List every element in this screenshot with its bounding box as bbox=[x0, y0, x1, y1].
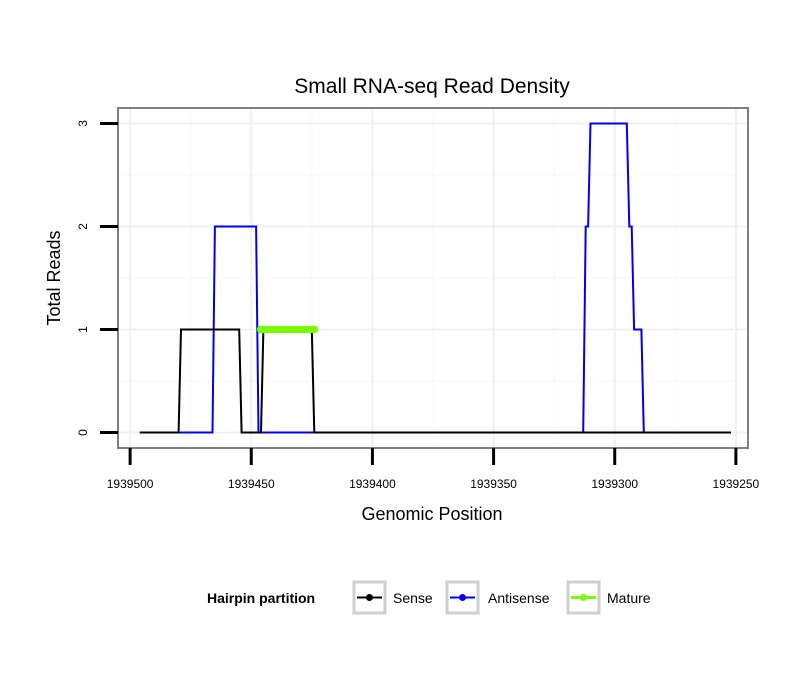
series-layer bbox=[139, 122, 731, 434]
x-axis-title: Genomic Position bbox=[361, 504, 502, 524]
series-mature-point bbox=[310, 325, 319, 334]
x-tick-label: 1939500 bbox=[107, 477, 154, 491]
y-axis-title: Total Reads bbox=[44, 230, 64, 325]
legend: Hairpin partition Sense Antisense Mature bbox=[207, 580, 651, 615]
x-axis: 1939500 1939450 1939400 1939350 1939300 19392… bbox=[107, 448, 760, 491]
series-mature-point bbox=[256, 325, 265, 334]
y-tick-label: 0 bbox=[76, 429, 90, 436]
series-antisense-line bbox=[139, 122, 731, 434]
legend-sense-key-point bbox=[366, 594, 373, 601]
legend-mature-label: Mature bbox=[607, 590, 651, 606]
legend-mature-key-point bbox=[580, 594, 587, 601]
x-tick-label: 1939400 bbox=[349, 477, 396, 491]
x-tick-label: 1939450 bbox=[228, 477, 275, 491]
x-tick-label: 1939350 bbox=[470, 477, 517, 491]
plot-border bbox=[117, 107, 749, 449]
legend-antisense-label: Antisense bbox=[488, 590, 550, 606]
y-tick-label: 1 bbox=[76, 326, 90, 333]
y-tick-label: 3 bbox=[76, 120, 90, 127]
x-tick-label: 1939300 bbox=[591, 477, 638, 491]
grid-lines bbox=[118, 108, 748, 448]
legend-antisense-key-point bbox=[459, 594, 466, 601]
chart-title: Small RNA-seq Read Density bbox=[294, 75, 570, 98]
series-sense-line bbox=[139, 328, 731, 434]
x-tick-label: 1939250 bbox=[713, 477, 760, 491]
y-tick-label: 2 bbox=[76, 223, 90, 230]
y-axis: 0 1 2 3 bbox=[76, 120, 118, 436]
legend-sense-label: Sense bbox=[393, 590, 433, 606]
legend-title: Hairpin partition bbox=[207, 590, 315, 606]
